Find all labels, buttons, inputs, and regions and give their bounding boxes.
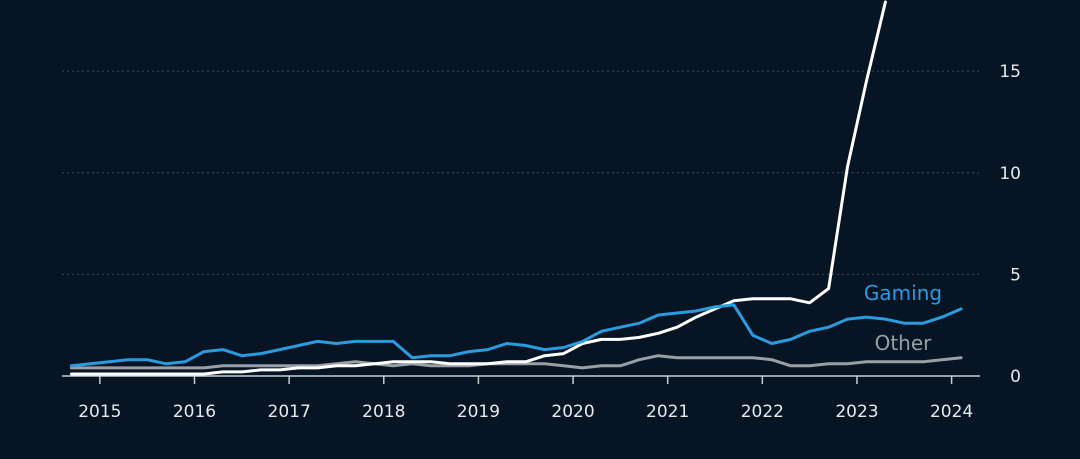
y-tick-label: 5: [1010, 265, 1021, 285]
axes: 0 5 10 15 2015 2016 2017 2018 2019 2020 2021 2022 20…: [62, 62, 1021, 422]
series-label-other: Other: [875, 331, 933, 355]
x-tick-label: 2018: [362, 402, 405, 422]
x-tick-label: 2015: [78, 402, 121, 422]
x-tick-label: 2022: [741, 402, 784, 422]
y-tick-label: 10: [999, 164, 1021, 184]
series-line-gaming: [70, 303, 963, 368]
x-tick-label: 2017: [268, 402, 311, 422]
series-line-datacenter: [70, 0, 887, 376]
series-lines: [70, 0, 963, 376]
x-tick-label: 2020: [551, 402, 594, 422]
x-tick-label: 2023: [835, 402, 878, 422]
series-label-gaming: Gaming: [864, 281, 942, 305]
series-labels: Gaming Other: [864, 281, 942, 355]
x-tick-label: 2019: [457, 402, 500, 422]
gridlines: [62, 70, 980, 275]
x-tick-label: 2016: [173, 402, 216, 422]
series-line-other: [70, 354, 963, 370]
x-tick-label: 2024: [930, 402, 973, 422]
y-tick-label: 0: [1010, 367, 1021, 387]
x-tick-label: 2021: [646, 402, 689, 422]
y-tick-label: 15: [999, 62, 1021, 82]
